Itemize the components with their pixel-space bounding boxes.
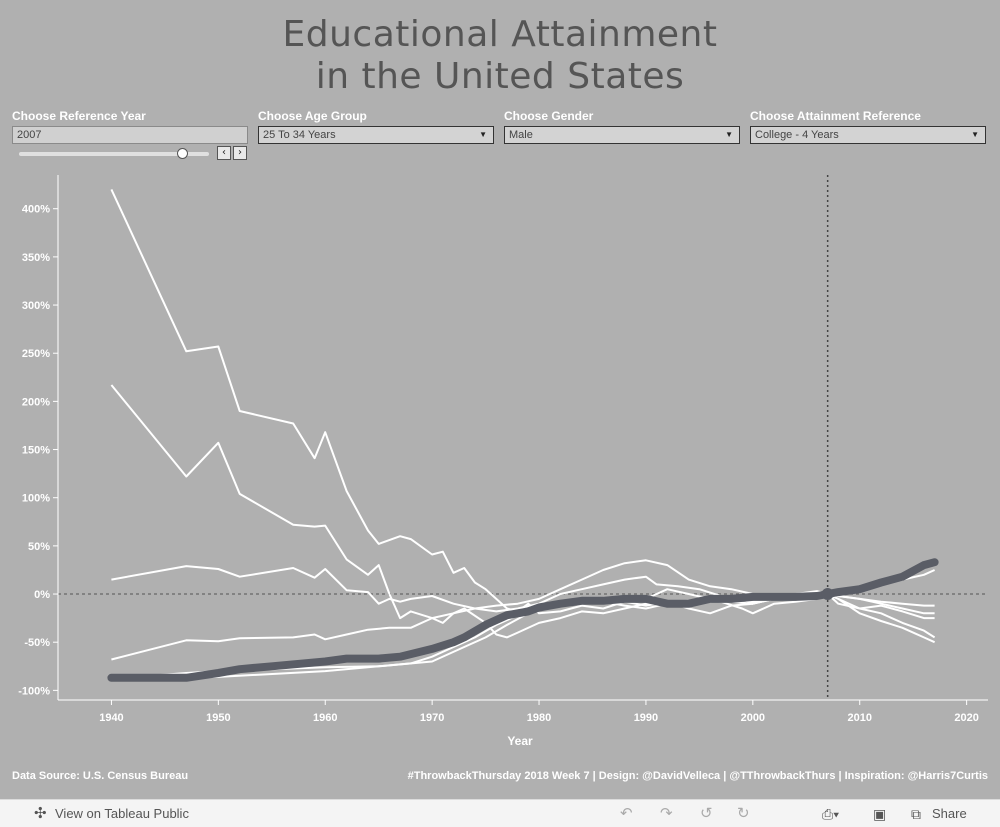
x-tick-label: 1970 bbox=[420, 712, 444, 724]
attainment-reference-filter: Choose Attainment Reference College - 4 … bbox=[750, 108, 986, 144]
share-icon[interactable]: ⧉ bbox=[911, 806, 921, 822]
y-tick-label: 400% bbox=[22, 204, 50, 216]
y-tick-label: 300% bbox=[22, 300, 50, 312]
x-tick-label: 2020 bbox=[954, 712, 978, 724]
dropdown-caret-icon: ▼ bbox=[479, 130, 487, 139]
y-tick-label: 0% bbox=[34, 589, 50, 601]
series-line-2 bbox=[110, 384, 936, 644]
age-group-value: 25 To 34 Years bbox=[263, 129, 336, 141]
revert-icon[interactable]: ↺ bbox=[700, 805, 713, 822]
download-icon[interactable]: ⎙▾ bbox=[822, 806, 840, 822]
view-on-tableau-link[interactable]: View on Tableau Public bbox=[55, 806, 189, 821]
title-line-2: in the United States bbox=[315, 56, 685, 97]
fullscreen-icon[interactable]: ▣ bbox=[873, 806, 887, 822]
x-tick-label: 1940 bbox=[99, 712, 123, 724]
dashboard-title: Educational Attainment in the United Sta… bbox=[0, 14, 1000, 98]
reference-year-input[interactable]: 2007 bbox=[12, 126, 248, 144]
highlighted-series-line bbox=[107, 558, 939, 682]
x-tick-label: 2010 bbox=[847, 712, 871, 724]
x-tick-label: 1990 bbox=[634, 712, 658, 724]
refresh-icon[interactable]: ↻ bbox=[737, 805, 750, 822]
reference-year-label: Choose Reference Year bbox=[12, 109, 146, 123]
y-tick-label: 200% bbox=[22, 396, 50, 408]
attainment-reference-value: College - 4 Years bbox=[755, 129, 839, 141]
attainment-reference-dropdown[interactable]: College - 4 Years ▼ bbox=[750, 126, 986, 144]
series-line-3 bbox=[111, 565, 935, 613]
x-tick-label: 1960 bbox=[313, 712, 337, 724]
attainment-reference-label: Choose Attainment Reference bbox=[750, 109, 921, 123]
dropdown-caret-icon: ▼ bbox=[971, 130, 979, 139]
reference-year-filter: Choose Reference Year 2007 bbox=[12, 108, 248, 144]
gender-dropdown[interactable]: Male ▼ bbox=[504, 126, 740, 144]
dropdown-caret-icon: ▼ bbox=[725, 130, 733, 139]
gender-value: Male bbox=[509, 129, 533, 141]
x-tick-label: 1950 bbox=[206, 712, 230, 724]
age-group-dropdown[interactable]: 25 To 34 Years ▼ bbox=[258, 126, 494, 144]
reference-year-slider-track[interactable] bbox=[19, 152, 209, 156]
data-source-note: Data Source: U.S. Census Bureau bbox=[12, 770, 189, 782]
chevron-left-icon[interactable]: ‹ bbox=[217, 146, 231, 160]
line-chart: 400% 350% 300% 250% 200% 150% 100% 50% 0% -50% -10… bbox=[18, 175, 988, 748]
gender-label: Choose Gender bbox=[504, 109, 594, 123]
redo-icon[interactable]: ↷ bbox=[660, 805, 673, 822]
y-tick-label: 350% bbox=[22, 252, 50, 264]
age-group-filter: Choose Age Group 25 To 34 Years ▼ bbox=[258, 108, 494, 144]
y-tick-label: -50% bbox=[24, 637, 50, 649]
series-line-6 bbox=[111, 593, 935, 680]
x-axis-title: Year bbox=[507, 734, 533, 748]
chevron-right-icon[interactable]: › bbox=[233, 146, 247, 160]
undo-icon[interactable]: ↶ bbox=[620, 805, 633, 822]
series-line-5 bbox=[111, 569, 936, 680]
y-tick-label: 50% bbox=[28, 541, 50, 553]
x-tick-label: 1980 bbox=[527, 712, 551, 724]
tableau-toolbar: ✣ View on Tableau Public ↶ ↷ ↺ ↻ ⎙▾ ▣ ⧉ … bbox=[0, 799, 1000, 827]
series-line-1 bbox=[110, 188, 936, 639]
credits-note: #ThrowbackThursday 2018 Week 7 | Design:… bbox=[407, 770, 988, 782]
x-tick-label: 2000 bbox=[741, 712, 765, 724]
age-group-label: Choose Age Group bbox=[258, 109, 367, 123]
share-button[interactable]: Share bbox=[932, 806, 967, 821]
y-tick-label: -100% bbox=[18, 685, 50, 697]
y-tick-label: 250% bbox=[22, 348, 50, 360]
reference-year-slider-handle[interactable] bbox=[176, 148, 188, 159]
y-tick-label: 100% bbox=[22, 493, 50, 505]
title-line-1: Educational Attainment bbox=[282, 14, 718, 55]
gender-filter: Choose Gender Male ▼ bbox=[504, 108, 740, 144]
reference-year-point bbox=[821, 588, 834, 601]
tableau-icon[interactable]: ✣ bbox=[34, 805, 47, 822]
y-tick-label: 150% bbox=[22, 445, 50, 457]
